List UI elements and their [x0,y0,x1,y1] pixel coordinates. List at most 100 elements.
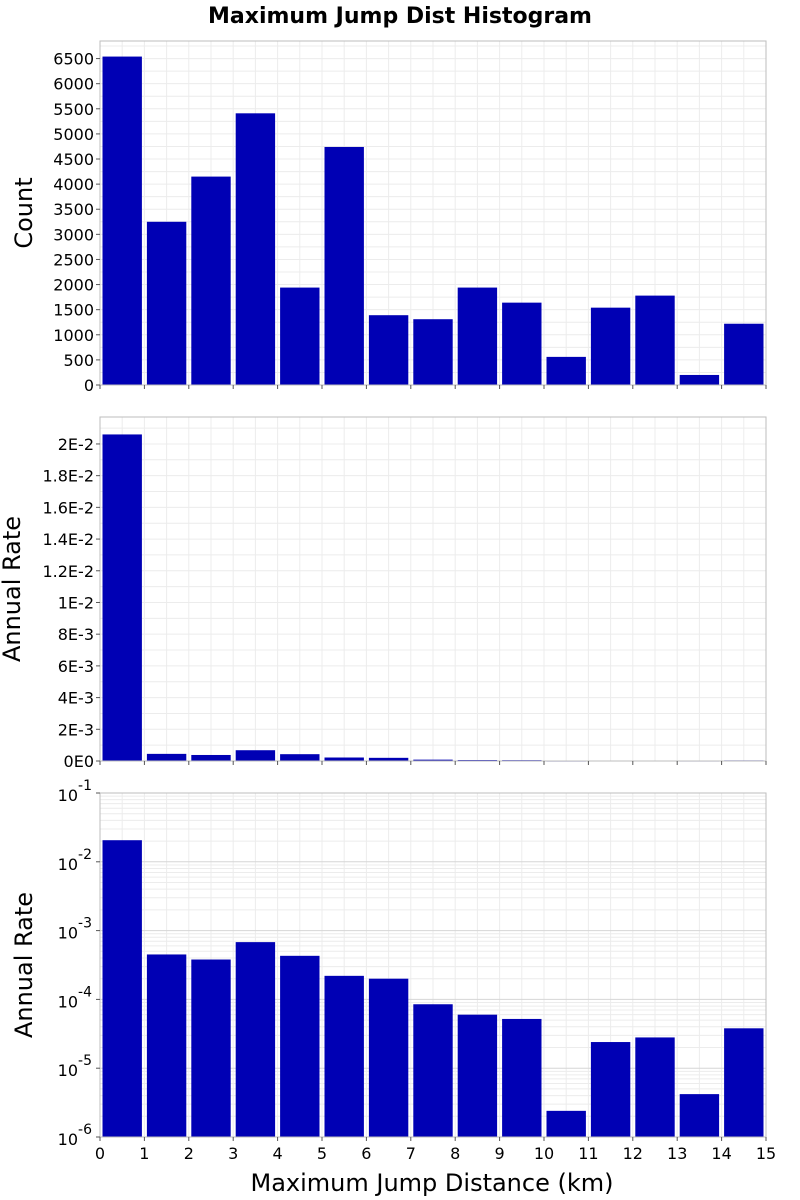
y-tick-label: 10-4 [58,984,92,1011]
bar [324,975,364,1137]
x-tick-label: 4 [273,1144,283,1163]
y-tick-label: 4500 [53,150,94,169]
bar [280,287,320,385]
y-tick-label: 0 [84,376,94,395]
bar [502,302,542,385]
bars [102,840,764,1137]
bar [146,753,187,761]
y-tick-label: 1.6E-2 [42,498,94,517]
bar [635,1037,675,1137]
bar [280,754,320,761]
bar [590,1042,631,1137]
bar [102,840,142,1137]
bar [191,959,231,1137]
y-axis-label: Count [10,177,38,248]
x-tick-label: 5 [317,1144,327,1163]
x-tick-label: 7 [406,1144,416,1163]
bar [324,146,364,385]
plot-frame [99,416,767,762]
y-tick-label: 5500 [53,100,94,119]
bar [235,750,276,761]
panel-2: 0E0 2E-3 4E-3 6E-3 8E-3 1E-2 1.2E-2 1.4E-2 1.6E-… [0,416,767,771]
x-tick-label: 10 [534,1144,554,1163]
bar [413,759,453,761]
y-tick-label: 4000 [53,175,94,194]
bar [724,1028,764,1137]
y-tick-label: 10-6 [58,1122,92,1149]
y-tick-label: 1000 [53,326,94,345]
bar [146,221,187,385]
bar [324,757,364,761]
x-axis-ticks [99,761,767,765]
y-tick-label: 2500 [53,250,94,269]
y-tick-label: 3500 [53,200,94,219]
y-axis-label: Annual Rate [10,892,38,1038]
y-tick-label: 6500 [53,50,94,69]
x-tick-label: 13 [667,1144,687,1163]
bar [235,113,276,385]
y-tick-label: 6000 [53,75,94,94]
chart-panels: 0 500 1000 1500 2000 2500 3000 3500 4000 4500 5000… [0,40,776,1163]
panel-1: 0 500 1000 1500 2000 2500 3000 3500 4000 4500 5000… [10,40,767,395]
bar [724,323,764,385]
bar [280,955,320,1137]
y-tick-label: 6E-3 [58,657,94,676]
y-tick-label: 0E0 [64,752,94,771]
y-tick-label: 3000 [53,225,94,244]
bar [146,954,187,1137]
y-axis-ticks: 10-6 10-5 10-4 10-3 10-2 10-1 [58,778,100,1149]
y-axis-ticks: 0 500 1000 1500 2000 2500 3000 3500 4000 4500 5000… [53,50,100,395]
y-tick-label: 10-2 [58,847,92,874]
x-tick-label: 8 [450,1144,460,1163]
y-tick-label: 1E-2 [58,593,94,612]
bar [679,1094,720,1137]
y-tick-label: 1.8E-2 [42,467,94,486]
x-tick-label: 6 [361,1144,371,1163]
bar [457,1014,498,1137]
y-tick-label: 10-1 [58,778,92,805]
bar [502,1018,542,1137]
x-tick-label: 1 [139,1144,149,1163]
y-tick-label: 10-3 [58,916,92,943]
bar [413,319,453,385]
y-tick-label: 2E-2 [58,435,94,454]
bar [546,356,586,385]
bar [102,56,142,386]
x-tick-label: 15 [756,1144,776,1163]
y-tick-label: 10-5 [58,1053,92,1080]
bar [368,978,409,1137]
y-tick-label: 2000 [53,276,94,295]
bar [590,307,631,385]
x-tick-label: 14 [711,1144,731,1163]
bar [368,757,409,761]
y-tick-label: 1.2E-2 [42,562,94,581]
x-tick-label: 9 [495,1144,505,1163]
plot-frame [99,40,767,386]
x-tick-label: 2 [184,1144,194,1163]
plot-frame [99,792,767,1138]
bar [679,374,720,385]
bar [102,434,142,761]
bar [235,942,276,1137]
bar [368,315,409,385]
bar [635,295,675,385]
y-tick-label: 4E-3 [58,689,94,708]
bar [457,287,498,385]
x-tick-label: 11 [578,1144,598,1163]
bar [546,1110,586,1137]
x-tick-label: 3 [228,1144,238,1163]
x-tick-label: 12 [623,1144,643,1163]
bar [191,754,231,761]
y-tick-label: 1500 [53,301,94,320]
y-axis-label: Annual Rate [0,516,26,662]
x-tick-label: 0 [95,1144,105,1163]
x-axis-ticks: 0 1 2 3 4 5 6 7 8 9 10 11 12 13 14 15 [95,1137,776,1163]
x-axis-label: Maximum Jump Distance (km) [251,1169,614,1197]
y-tick-label: 500 [63,351,94,370]
x-axis-ticks [99,385,767,389]
y-tick-label: 5000 [53,125,94,144]
y-axis-ticks: 0E0 2E-3 4E-3 6E-3 8E-3 1E-2 1.2E-2 1.4E-2 1.6E-… [42,435,100,771]
y-tick-label: 8E-3 [58,625,94,644]
bars [102,56,764,386]
